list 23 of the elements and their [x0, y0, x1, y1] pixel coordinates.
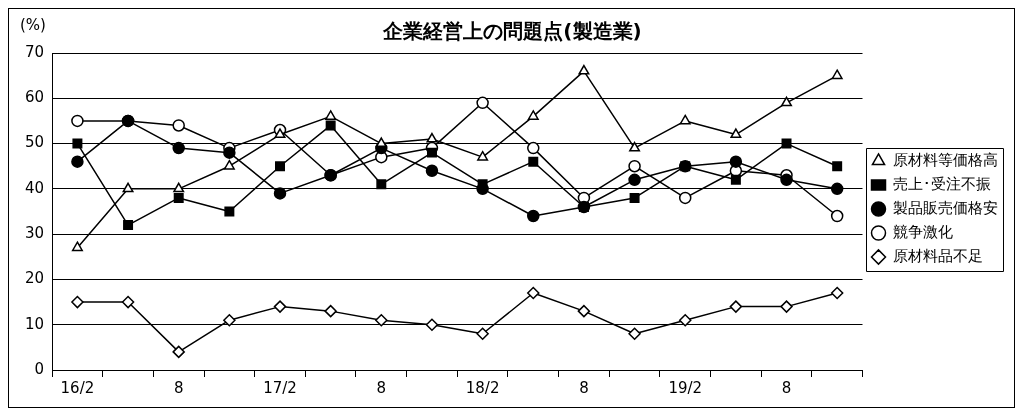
x-tick-label: 17/2: [263, 378, 297, 397]
x-tick-label: 16/2: [60, 378, 95, 397]
y-tick-label: 70: [24, 42, 45, 61]
x-tick-label: 19/2: [668, 378, 703, 397]
y-tick-label: 40: [24, 178, 45, 197]
legend-label: 製品販売価格安: [893, 198, 998, 217]
y-tick-label: 20: [24, 269, 45, 288]
x-tick-label: 8: [173, 378, 184, 397]
y-tick-label: 60: [24, 88, 45, 107]
legend-label: 原材料品不足: [893, 246, 983, 265]
x-tick-label: 18/2: [465, 378, 500, 397]
x-tick-label: 8: [579, 378, 589, 397]
legend-label: 競争激化: [893, 222, 953, 241]
y-tick-label: 10: [24, 314, 45, 333]
y-axis-title: (%): [20, 16, 46, 35]
y-tick-label: 50: [24, 133, 45, 152]
chart-title: 企業経営上の問題点(製造業): [382, 19, 642, 44]
x-tick-label: 8: [781, 378, 792, 397]
legend-label: 売上･受注不振: [893, 174, 991, 193]
legend-label: 原材料等価格高: [893, 150, 998, 169]
x-tick-label: 8: [376, 378, 387, 397]
y-tick-label: 30: [24, 224, 45, 243]
y-tick-label: 0: [34, 359, 45, 378]
